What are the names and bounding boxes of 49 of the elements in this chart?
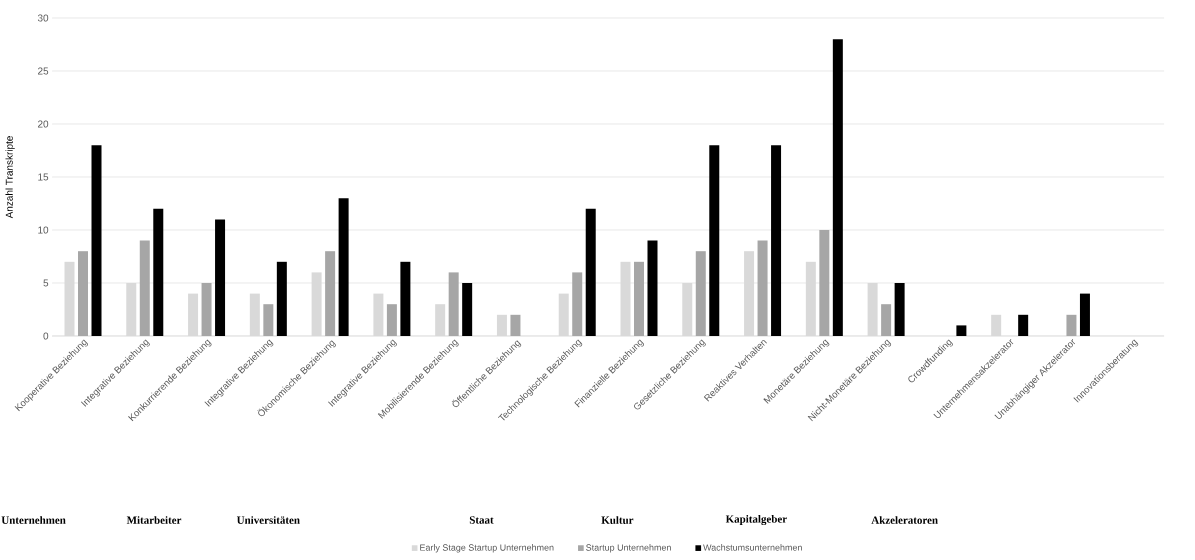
bar: [1079, 293, 1090, 336]
legend-label: Early Stage Startup Unternehmen: [420, 544, 554, 553]
bar: [448, 272, 459, 336]
y-axis-title: Anzahl Transkripte: [5, 136, 15, 219]
text: Universitäten: [236, 516, 300, 524]
bar: [400, 261, 411, 336]
bar: [695, 251, 706, 336]
text: Kapitalgeber: [725, 515, 787, 526]
bar: [325, 251, 336, 336]
bar: [709, 145, 720, 336]
bar: [832, 39, 843, 336]
bar: [386, 304, 397, 336]
bar: [91, 145, 102, 336]
y-tick-label: 30: [37, 14, 49, 22]
y-tick-label: 25: [38, 67, 49, 75]
legend-label: Wachstumsunternehmen: [703, 544, 802, 551]
bar: [585, 208, 596, 336]
text: Staat: [469, 516, 494, 524]
text: Akzeleratoren: [871, 516, 938, 524]
y-tick-label: 0: [43, 332, 49, 340]
bar: [338, 198, 349, 336]
bar: [572, 272, 583, 336]
bar: [462, 283, 473, 336]
bar: [634, 261, 644, 336]
bar: [956, 325, 967, 336]
y-tick-label: 10: [38, 226, 49, 234]
text: Unternehmen: [1, 516, 66, 524]
bar: [1066, 314, 1077, 336]
bar: [819, 230, 830, 336]
bar: [215, 219, 226, 336]
text: Kultur: [601, 516, 634, 524]
text: Mitarbeiter: [126, 516, 182, 524]
bar: [139, 240, 150, 336]
y-tick-label: 20: [38, 120, 49, 128]
bar: [276, 261, 287, 336]
bar: [771, 145, 782, 336]
bar: [894, 283, 905, 336]
bar: [1018, 314, 1029, 336]
legend-label: Startup Unternehmen: [586, 544, 671, 553]
bar: [647, 240, 658, 336]
y-tick-label: 15: [38, 173, 49, 181]
bar: [153, 208, 164, 336]
bar: [201, 283, 212, 336]
bar: [263, 304, 274, 336]
bar: [78, 251, 88, 336]
y-tick-label: 5: [43, 279, 49, 287]
bar: [881, 304, 892, 336]
bar: [510, 314, 521, 336]
bar: [757, 240, 768, 336]
